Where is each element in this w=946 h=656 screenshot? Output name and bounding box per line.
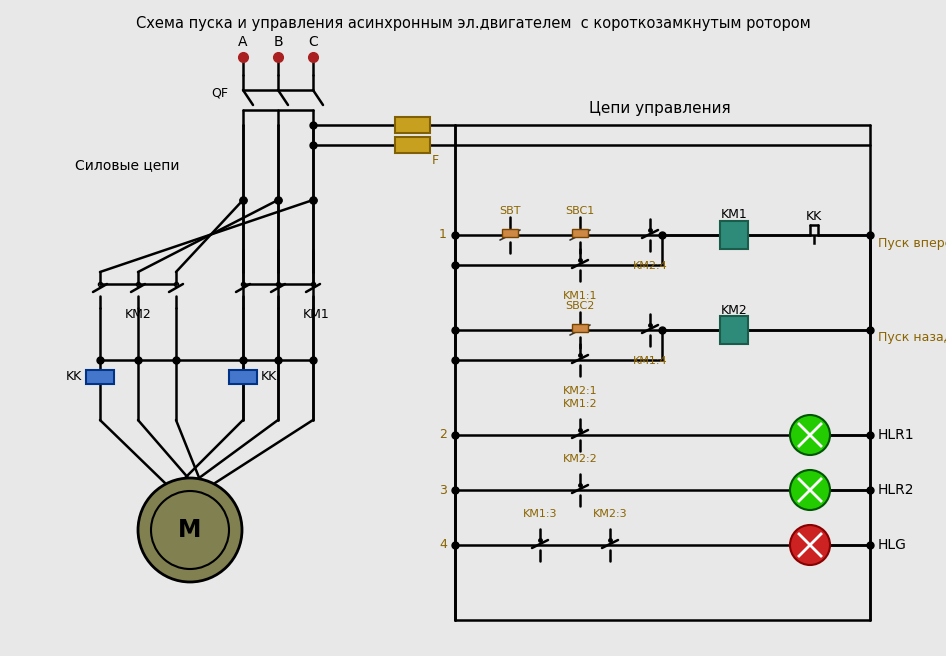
Text: HLR2: HLR2 bbox=[878, 483, 915, 497]
Bar bbox=[86, 370, 114, 384]
Text: KM1:3: KM1:3 bbox=[523, 509, 557, 519]
Bar bbox=[395, 137, 430, 153]
Text: HLG: HLG bbox=[878, 538, 907, 552]
Bar bbox=[229, 370, 257, 384]
Circle shape bbox=[790, 470, 830, 510]
Text: KM1:2: KM1:2 bbox=[563, 399, 597, 409]
Bar bbox=[502, 229, 518, 237]
Text: B: B bbox=[273, 35, 283, 49]
Text: SBT: SBT bbox=[499, 206, 520, 216]
Text: 2: 2 bbox=[439, 428, 447, 441]
Text: Пуск назад: Пуск назад bbox=[878, 331, 946, 344]
Text: Пуск вперед: Пуск вперед bbox=[878, 237, 946, 249]
Bar bbox=[572, 324, 588, 332]
Text: KM2: KM2 bbox=[125, 308, 151, 321]
Text: SBC1: SBC1 bbox=[566, 206, 595, 216]
Text: Силовые цепи: Силовые цепи bbox=[75, 158, 180, 172]
Text: Цепи управления: Цепи управления bbox=[589, 100, 731, 115]
Text: 4: 4 bbox=[439, 539, 447, 552]
Text: Схема пуска и управления асинхронным эл.двигателем  с короткозамкнутым ротором: Схема пуска и управления асинхронным эл.… bbox=[135, 16, 811, 31]
Text: F: F bbox=[432, 154, 439, 167]
Bar bbox=[720, 316, 748, 344]
Text: KK: KK bbox=[66, 371, 82, 384]
Text: KM2:4: KM2:4 bbox=[633, 261, 667, 271]
Text: HLR1: HLR1 bbox=[878, 428, 915, 442]
Text: A: A bbox=[238, 35, 248, 49]
Text: C: C bbox=[308, 35, 318, 49]
Text: SBC2: SBC2 bbox=[566, 301, 595, 311]
Text: 1: 1 bbox=[439, 228, 447, 241]
Circle shape bbox=[790, 415, 830, 455]
Text: KM2:3: KM2:3 bbox=[593, 509, 627, 519]
Circle shape bbox=[138, 478, 242, 582]
Bar bbox=[720, 221, 748, 249]
Circle shape bbox=[790, 525, 830, 565]
Text: QF: QF bbox=[211, 87, 228, 100]
Text: KM2:2: KM2:2 bbox=[563, 454, 597, 464]
Text: KK: KK bbox=[806, 211, 822, 224]
Text: KM1:1: KM1:1 bbox=[563, 291, 597, 301]
Text: KM1:4: KM1:4 bbox=[633, 356, 667, 366]
Text: KM2: KM2 bbox=[721, 304, 747, 316]
Text: KM2:1: KM2:1 bbox=[563, 386, 597, 396]
Bar bbox=[572, 229, 588, 237]
Text: KM1: KM1 bbox=[721, 209, 747, 222]
Bar bbox=[395, 117, 430, 133]
Text: KK: KK bbox=[261, 371, 277, 384]
Text: KM1: KM1 bbox=[303, 308, 330, 321]
Text: M: M bbox=[178, 518, 201, 542]
Text: 3: 3 bbox=[439, 483, 447, 497]
